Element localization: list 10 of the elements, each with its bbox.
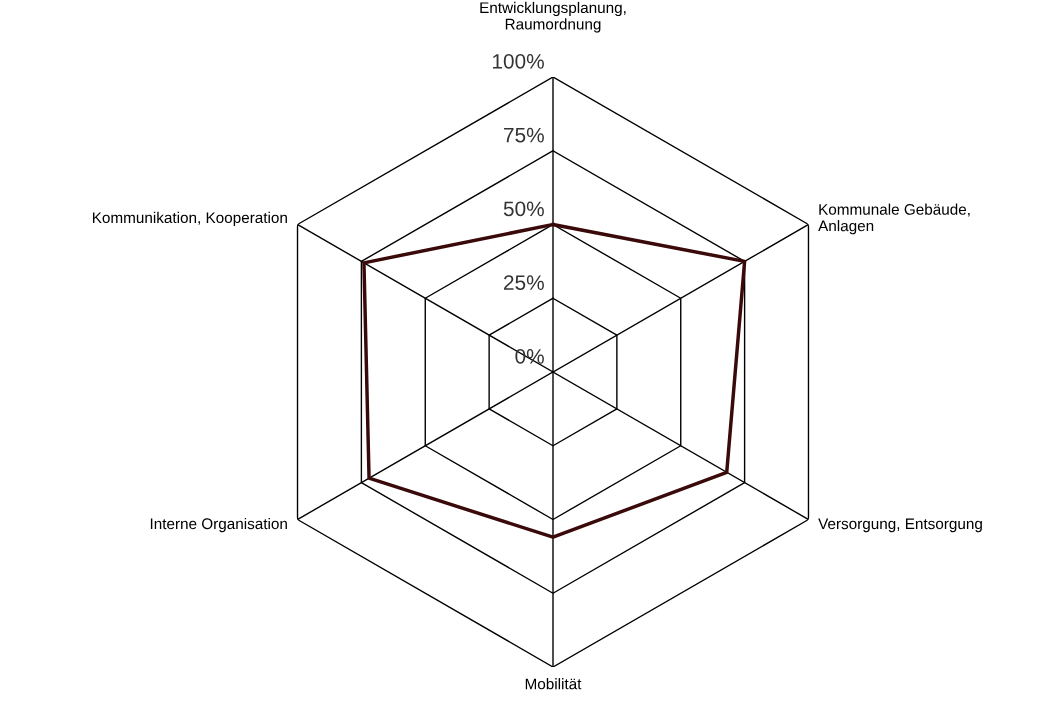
y-tick-label: 75% xyxy=(504,127,544,143)
spoke-label: Entwicklungsplanung, Raumordnung xyxy=(480,1,626,33)
y-tick-label: 25% xyxy=(504,275,544,290)
y-tick-label: 50% xyxy=(503,201,544,217)
spoke-label: Kommunikation, Kooperation xyxy=(92,211,287,227)
spoke-label: Interne Organisation xyxy=(150,517,287,533)
spoke-label: Mobilität xyxy=(525,678,582,690)
spoke-label: Kommunale Gebäude, Anlagen xyxy=(818,203,970,235)
spoke-label: Versorgung, Entsorgung xyxy=(818,518,982,533)
y-tick-label: 100% xyxy=(492,53,544,69)
